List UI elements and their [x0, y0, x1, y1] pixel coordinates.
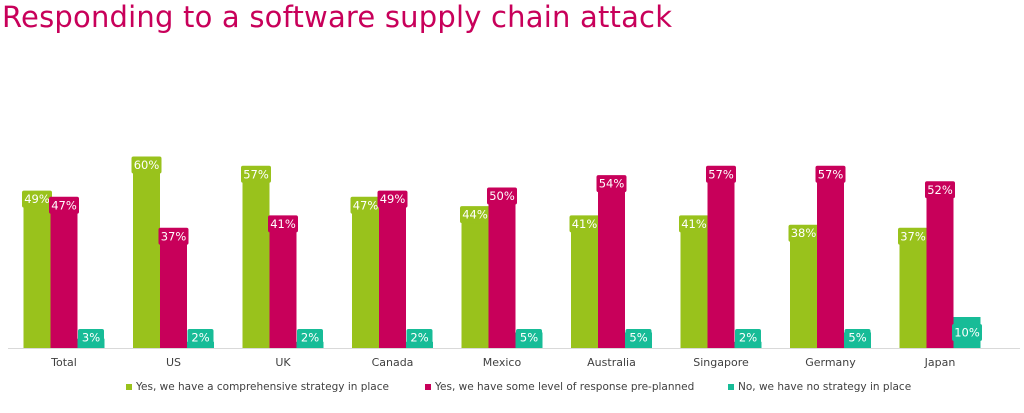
data-label-total-series-3: 3% — [82, 331, 100, 345]
data-label-uk-series-2: 41% — [270, 217, 296, 231]
data-label-bg-germany-series-2 — [815, 165, 846, 183]
data-label-total-series-1: 49% — [24, 192, 50, 206]
legend-swatch-1 — [126, 384, 132, 390]
bar-mexico-series-1 — [461, 211, 489, 348]
data-label-australia-series-3: 5% — [629, 331, 647, 345]
bar-canada-series-1 — [352, 202, 379, 348]
data-label-australia-series-2: 54% — [599, 177, 625, 191]
bar-total-series-2 — [50, 202, 78, 348]
bar-total-series-1 — [23, 196, 51, 348]
legend-label-3: No, we have no strategy in place — [738, 381, 912, 393]
data-label-bg-mexico-series-1 — [460, 206, 490, 224]
data-label-australia-series-1: 41% — [572, 217, 598, 231]
data-label-total-series-2: 47% — [51, 198, 77, 212]
data-label-bg-australia-series-3 — [625, 329, 652, 346]
data-label-bg-singapore-series-2 — [706, 165, 736, 183]
chart-title: Responding to a software supply chain at… — [2, 0, 673, 34]
data-label-us-series-2: 37% — [161, 229, 187, 243]
data-label-bg-mexico-series-3 — [516, 329, 542, 346]
bar-germany-series-2 — [817, 171, 844, 348]
data-label-bg-uk-series-1 — [241, 165, 271, 183]
data-label-germany-series-3: 5% — [848, 331, 866, 345]
data-label-bg-japan-series-3 — [952, 324, 982, 341]
x-tick-label-australia: Australia — [587, 356, 636, 369]
x-tick-label-japan: Japan — [924, 356, 956, 369]
data-label-germany-series-1: 38% — [791, 226, 817, 240]
data-label-bg-total-series-2 — [49, 196, 79, 214]
x-tick-label-uk: UK — [275, 356, 291, 369]
data-label-bg-us-series-1 — [131, 156, 162, 174]
data-label-bg-japan-series-1 — [898, 227, 928, 245]
data-label-uk-series-1: 57% — [243, 167, 269, 181]
data-label-singapore-series-2: 57% — [708, 167, 734, 181]
legend-item-1: Yes, we have a comprehensive strategy in… — [126, 381, 389, 393]
bar-us-series-2 — [160, 233, 187, 348]
bar-us-series-1 — [133, 162, 160, 348]
data-label-bg-canada-series-3 — [406, 329, 433, 346]
bar-australia-series-1 — [571, 220, 598, 348]
legend-swatch-2 — [425, 384, 431, 390]
data-label-bg-us-series-3 — [187, 329, 214, 346]
data-label-germany-series-2: 57% — [818, 167, 844, 181]
x-tick-label-mexico: Mexico — [483, 356, 522, 369]
legend-label-1: Yes, we have a comprehensive strategy in… — [136, 381, 389, 393]
bar-mexico-series-2 — [488, 193, 516, 348]
data-label-mexico-series-1: 44% — [462, 208, 488, 222]
data-label-bg-japan-series-2 — [925, 181, 955, 199]
bar-germany-series-1 — [790, 230, 817, 348]
x-tick-label-us: US — [166, 356, 181, 369]
data-label-bg-us-series-2 — [158, 227, 189, 245]
bar-uk-series-1 — [242, 171, 270, 348]
bar-singapore-series-1 — [680, 220, 708, 348]
data-label-singapore-series-3: 2% — [739, 331, 757, 345]
bar-japan-series-2 — [926, 186, 954, 348]
data-label-bg-total-series-3 — [78, 329, 104, 346]
data-label-bg-uk-series-2 — [268, 215, 298, 233]
data-label-bg-canada-series-2 — [377, 190, 408, 208]
legend-swatch-3 — [728, 384, 734, 390]
data-label-bg-uk-series-3 — [297, 329, 323, 346]
legend: Yes, we have a comprehensive strategy in… — [0, 381, 1024, 405]
data-label-us-series-1: 60% — [134, 158, 160, 172]
data-label-bg-total-series-1 — [22, 190, 52, 208]
data-label-bg-australia-series-1 — [569, 215, 600, 233]
data-label-bg-germany-series-3 — [844, 329, 871, 346]
x-tick-label-germany: Germany — [805, 356, 856, 369]
data-label-japan-series-1: 37% — [900, 229, 926, 243]
legend-item-2: Yes, we have some level of response pre-… — [425, 381, 694, 393]
x-tick-label-singapore: Singapore — [693, 356, 749, 369]
data-label-bg-germany-series-1 — [788, 224, 819, 242]
data-label-singapore-series-1: 41% — [681, 217, 707, 231]
data-label-bg-australia-series-2 — [596, 175, 627, 193]
data-label-canada-series-3: 2% — [410, 331, 428, 345]
bar-australia-series-2 — [598, 180, 625, 348]
data-label-us-series-3: 2% — [191, 331, 209, 345]
legend-label-2: Yes, we have some level of response pre-… — [435, 381, 695, 393]
legend-item-3: No, we have no strategy in place — [728, 381, 911, 393]
data-label-uk-series-3: 2% — [301, 331, 319, 345]
data-label-bg-singapore-series-1 — [679, 215, 709, 233]
data-label-bg-singapore-series-3 — [735, 329, 761, 346]
bar-singapore-series-2 — [707, 171, 735, 348]
data-label-japan-series-2: 52% — [927, 183, 953, 197]
data-label-canada-series-1: 47% — [353, 198, 379, 212]
data-label-bg-mexico-series-2 — [487, 187, 517, 205]
data-label-bg-canada-series-1 — [350, 196, 381, 214]
data-label-mexico-series-2: 50% — [489, 189, 515, 203]
data-label-canada-series-2: 49% — [380, 192, 406, 206]
bar-japan-series-1 — [899, 233, 927, 348]
data-label-mexico-series-3: 5% — [520, 331, 538, 345]
bar-canada-series-2 — [379, 196, 406, 348]
bar-uk-series-2 — [269, 220, 297, 348]
x-tick-label-canada: Canada — [372, 356, 414, 369]
x-tick-label-total: Total — [50, 356, 77, 369]
data-label-japan-series-3: 10% — [954, 326, 980, 340]
